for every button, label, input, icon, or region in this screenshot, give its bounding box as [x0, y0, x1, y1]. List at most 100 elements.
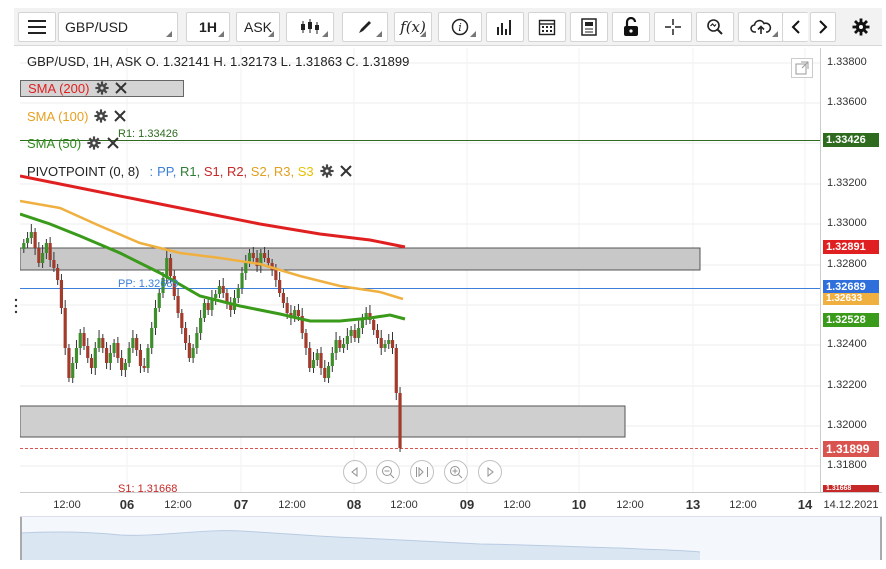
- candle-bear: [101, 338, 105, 348]
- sma100-label: SMA (100): [27, 108, 89, 124]
- candle-bear: [390, 340, 395, 348]
- pivot-series-item[interactable]: R2,: [226, 163, 251, 179]
- candle-bull: [25, 238, 30, 243]
- price-axis[interactable]: 1.33800 1.33600 1.33200 1.33000 1.32800 …: [820, 48, 882, 492]
- time-tick: 12:00: [53, 499, 81, 511]
- pivot-series-item[interactable]: S1,: [203, 163, 227, 179]
- candle-bull: [387, 340, 391, 344]
- triangle-left-icon: [351, 467, 358, 477]
- function-icon: f(x): [400, 18, 426, 36]
- sma100-legend[interactable]: SMA (100): [20, 107, 127, 125]
- candle-bull: [202, 303, 206, 318]
- symbol-input[interactable]: GBP/USD: [58, 12, 178, 42]
- candle-bull: [383, 344, 387, 348]
- pivot-series-item[interactable]: S2,: [250, 163, 274, 179]
- news-button[interactable]: [570, 12, 608, 42]
- candle-bull: [349, 330, 353, 336]
- settings-button[interactable]: [844, 12, 878, 42]
- pan-right-button[interactable]: [478, 460, 502, 484]
- time-tick: 12:00: [164, 499, 192, 511]
- candle-bear: [135, 338, 139, 350]
- last-price-label: 1.31899: [823, 441, 879, 457]
- chart-type-button[interactable]: [286, 12, 334, 42]
- close-icon[interactable]: [339, 165, 352, 177]
- pan-left-button[interactable]: [343, 460, 367, 484]
- price-side-label: ASK: [243, 19, 272, 35]
- day-tick: 13: [685, 497, 701, 512]
- price-tick: 1.33200: [827, 177, 867, 189]
- candle-bull: [22, 243, 26, 249]
- volume-button[interactable]: [486, 12, 524, 42]
- pivot-series-item[interactable]: PP,: [157, 163, 180, 179]
- interval-select[interactable]: 1H: [186, 12, 230, 42]
- candle-bear: [319, 353, 323, 368]
- pivot-series-item[interactable]: R1,: [179, 163, 204, 179]
- price-side-select[interactable]: ASK: [236, 12, 280, 42]
- scroll-right-button[interactable]: [810, 12, 836, 42]
- candle-bear: [142, 366, 146, 368]
- gear-icon[interactable]: [94, 109, 109, 123]
- r1-price-label: 1.33426: [823, 133, 879, 147]
- candle-bear: [251, 253, 255, 258]
- gear-icon[interactable]: [87, 136, 101, 150]
- candle-bull: [165, 258, 169, 278]
- price-tick: 1.32800: [827, 258, 867, 270]
- candle-bull: [240, 273, 244, 288]
- reset-view-button[interactable]: [410, 460, 434, 484]
- candle-bear: [375, 330, 380, 338]
- navigator-area[interactable]: [20, 517, 882, 560]
- close-icon[interactable]: [115, 82, 128, 94]
- info-icon: i: [451, 18, 469, 36]
- sma200-legend[interactable]: SMA (200): [20, 79, 184, 97]
- calendar-button[interactable]: [528, 12, 566, 42]
- candle-bear: [183, 328, 188, 343]
- zoom-in-icon: [450, 466, 463, 479]
- candle-bull: [29, 232, 33, 238]
- candle-bull: [210, 298, 214, 310]
- pivot-series-item[interactable]: S3: [297, 163, 314, 179]
- candle-bear: [262, 253, 267, 258]
- candle-bear: [52, 260, 56, 268]
- candle-bear: [176, 296, 180, 313]
- candle-bear: [338, 340, 342, 348]
- reset-icon: [416, 466, 428, 478]
- zoom-out-button[interactable]: [376, 460, 400, 484]
- resize-handle[interactable]: [14, 298, 18, 314]
- cloud-button[interactable]: [738, 12, 784, 42]
- indicators-button[interactable]: f(x): [394, 12, 432, 42]
- pivot-series-item[interactable]: R3,: [273, 163, 298, 179]
- zoom-in-button[interactable]: [444, 460, 468, 484]
- caret-icon: [376, 31, 382, 37]
- menu-button[interactable]: [18, 12, 56, 42]
- sma100-line: [20, 199, 404, 301]
- candle-bull: [146, 348, 150, 368]
- calendar-icon: [538, 19, 556, 36]
- scroll-left-button[interactable]: [782, 12, 808, 42]
- candle-bear: [168, 258, 173, 276]
- close-icon[interactable]: [107, 137, 119, 149]
- time-navigator[interactable]: [20, 516, 882, 560]
- price-tick: 1.33000: [827, 217, 867, 229]
- sma50-legend[interactable]: SMA (50): [20, 134, 119, 152]
- close-icon[interactable]: [114, 110, 127, 122]
- ohlc-readout: GBP/USD, 1H, ASK O. 1.32141 H. 1.32173 L…: [27, 54, 410, 69]
- price-chart[interactable]: [20, 48, 820, 492]
- expand-button[interactable]: [791, 58, 813, 78]
- info-button[interactable]: i: [438, 12, 482, 42]
- crosshair-button[interactable]: [654, 12, 692, 42]
- candle-bear: [82, 333, 86, 346]
- draw-tools-button[interactable]: [342, 12, 388, 42]
- candle-bear: [323, 368, 327, 378]
- candle-bear: [37, 248, 41, 263]
- zoom-button[interactable]: [696, 12, 734, 42]
- day-tick: 09: [459, 497, 475, 512]
- chart-canvas[interactable]: [20, 48, 820, 492]
- day-tick: 14: [797, 497, 813, 512]
- pivotpoint-legend[interactable]: PIVOTPOINT (0, 8) : PP, R1, S1, R2, S2, …: [20, 162, 352, 180]
- draw-icon: [359, 21, 371, 33]
- pivot-separator: :: [149, 163, 154, 179]
- gear-icon[interactable]: [320, 164, 334, 178]
- gear-icon[interactable]: [95, 81, 110, 95]
- lock-button[interactable]: [612, 12, 650, 42]
- time-axis[interactable]: 12:00 06 12:00 07 12:00 08 12:00 09 12:0…: [20, 492, 882, 516]
